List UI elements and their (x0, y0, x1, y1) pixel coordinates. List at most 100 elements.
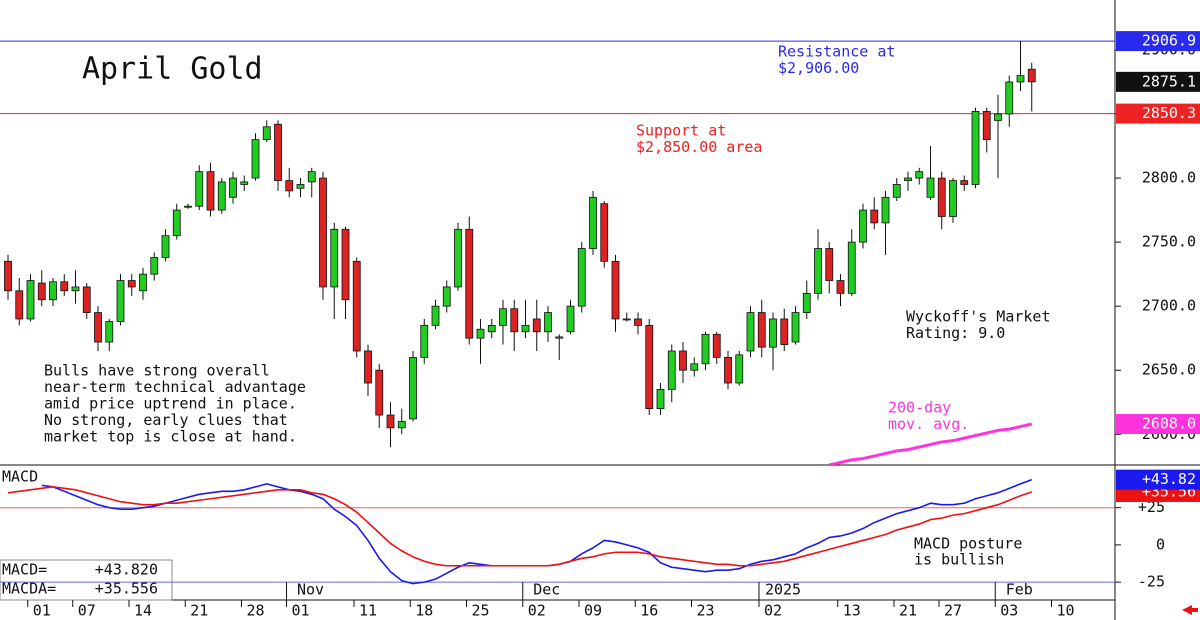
candle-body (4, 260, 12, 292)
candle-body (769, 318, 777, 348)
price-tag (1116, 31, 1200, 52)
y-tick-label: 2800.0 (1142, 169, 1196, 187)
price-tag (1116, 71, 1200, 92)
candle-body (881, 196, 890, 224)
candle-body (1027, 68, 1036, 83)
candle-body (937, 177, 946, 217)
candle-body (780, 318, 789, 345)
annotation: amid price uptrend in place. (44, 395, 297, 413)
annotation: Bulls have strong overall (44, 362, 270, 380)
x-tick-label: 23 (696, 602, 714, 620)
annotation: Wyckoff's Market (906, 308, 1051, 326)
candle-body (82, 286, 91, 313)
candle-body (26, 280, 35, 320)
candle-body (161, 235, 170, 258)
candle-body (307, 171, 316, 183)
candle-body (319, 177, 327, 288)
month-label: Nov (297, 581, 324, 599)
y-tick-label: 2650.0 (1142, 361, 1196, 379)
y-tick-label: 2700.0 (1142, 297, 1196, 315)
x-tick-label: 01 (291, 602, 309, 620)
candle-body (397, 421, 406, 429)
chart-title: April Gold (82, 52, 263, 87)
candle-body (431, 305, 440, 326)
annotation: mov. avg. (888, 415, 969, 433)
y-tick-label: 2750.0 (1142, 233, 1196, 251)
annotation: market top is close at hand. (44, 428, 297, 446)
candle-body (352, 260, 361, 352)
candle-body (994, 113, 1002, 121)
candle-body (465, 228, 474, 339)
x-tick-label: 02 (528, 602, 546, 620)
price-panel (0, 40, 1115, 465)
candle-body (195, 171, 204, 207)
y-tick-label: 0 (1156, 535, 1165, 553)
x-tick-label: 09 (584, 602, 602, 620)
candle-body (229, 177, 237, 198)
price-tag-label: 2850.3 (1142, 104, 1196, 122)
readout-value: +35.556 (95, 580, 158, 598)
candle-body (532, 318, 541, 333)
candle-body (814, 248, 822, 294)
candle-body (960, 180, 969, 185)
candle-body (71, 286, 80, 292)
candle-body (251, 139, 260, 179)
x-tick-label: 13 (843, 602, 861, 620)
candle-body (600, 203, 609, 262)
candle-body (274, 123, 282, 182)
candle-body (656, 389, 665, 410)
x-tick-label: 21 (190, 602, 208, 620)
candle-body (904, 177, 912, 182)
moving-average (828, 422, 1033, 465)
candle-body (217, 181, 226, 211)
macd-panel (0, 478, 1115, 585)
candle-body (971, 111, 980, 185)
candle-body (499, 308, 507, 326)
candle-body (926, 177, 935, 198)
month-label: 2025 (765, 581, 801, 599)
candle-body (521, 324, 530, 333)
candle-body (341, 228, 350, 301)
candle-body (892, 184, 901, 198)
readout-name: MACDA= (2, 580, 56, 598)
price-tag-label: 2875.1 (1142, 72, 1196, 90)
candle-body (836, 280, 845, 294)
x-tick-label: 14 (134, 602, 152, 620)
x-tick-label: 27 (944, 602, 962, 620)
candle-body (476, 328, 485, 339)
candle-body (701, 333, 710, 365)
price-tag-label: +43.82 (1142, 470, 1196, 488)
x-tick-label: 16 (640, 602, 658, 620)
candle-body (330, 228, 339, 288)
candle-body (105, 321, 114, 343)
candle-body (487, 324, 496, 333)
y-tick-label: +25 (1138, 498, 1165, 516)
x-tick-label: 21 (899, 602, 917, 620)
candle-body (566, 305, 575, 333)
price-tag-label: 2608.0 (1142, 415, 1196, 433)
price-tag (1116, 414, 1200, 435)
candle-body (825, 248, 834, 281)
candle-body (172, 209, 181, 237)
candle-body (296, 184, 305, 189)
candle-body (420, 324, 429, 358)
candle-body (206, 171, 215, 211)
candle-body (667, 350, 676, 390)
price-tag-label: 2906.9 (1142, 32, 1196, 50)
candle-body (49, 281, 57, 301)
macd-line (7, 486, 1033, 567)
month-label: Feb (1006, 581, 1033, 599)
candle-body (409, 356, 417, 420)
candle-body (386, 414, 395, 429)
annotation: $2,906.00 (778, 59, 859, 77)
candle-body (949, 180, 957, 217)
candle-body (454, 228, 462, 288)
candle-body (757, 312, 766, 348)
candle-body (375, 369, 384, 416)
candle-body (15, 290, 24, 320)
month-label: Dec (533, 581, 560, 599)
candle-body (1005, 81, 1014, 115)
candle-body (139, 273, 147, 292)
candle-body (847, 241, 856, 294)
